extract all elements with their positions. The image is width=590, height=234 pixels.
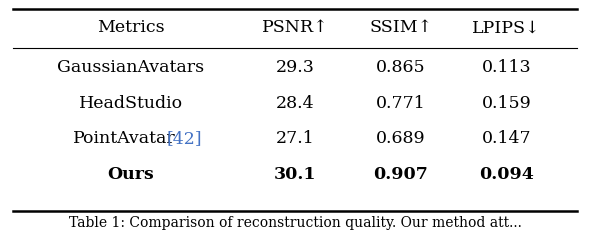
Text: PSNR↑: PSNR↑	[262, 19, 328, 37]
Text: Ours: Ours	[107, 166, 154, 183]
Text: 0.159: 0.159	[481, 95, 531, 112]
Text: GaussianAvatars: GaussianAvatars	[57, 59, 204, 76]
Text: HeadStudio: HeadStudio	[78, 95, 183, 112]
Text: 27.1: 27.1	[276, 131, 314, 147]
Text: 0.113: 0.113	[481, 59, 531, 76]
Text: 28.4: 28.4	[276, 95, 314, 112]
Text: Table 1: Comparison of reconstruction quality. Our method att...: Table 1: Comparison of reconstruction qu…	[68, 216, 522, 230]
Text: LPIPS↓: LPIPS↓	[472, 19, 540, 37]
Text: 29.3: 29.3	[276, 59, 314, 76]
Text: 0.865: 0.865	[376, 59, 425, 76]
Text: 0.771: 0.771	[376, 95, 425, 112]
Text: 0.147: 0.147	[481, 131, 531, 147]
Text: 0.689: 0.689	[376, 131, 425, 147]
Text: PointAvatar: PointAvatar	[73, 131, 176, 147]
Text: Metrics: Metrics	[97, 19, 165, 37]
Text: SSIM↑: SSIM↑	[369, 19, 432, 37]
Text: 30.1: 30.1	[274, 166, 316, 183]
Text: [42]: [42]	[167, 131, 202, 147]
Text: 0.907: 0.907	[373, 166, 428, 183]
Text: 0.094: 0.094	[479, 166, 534, 183]
